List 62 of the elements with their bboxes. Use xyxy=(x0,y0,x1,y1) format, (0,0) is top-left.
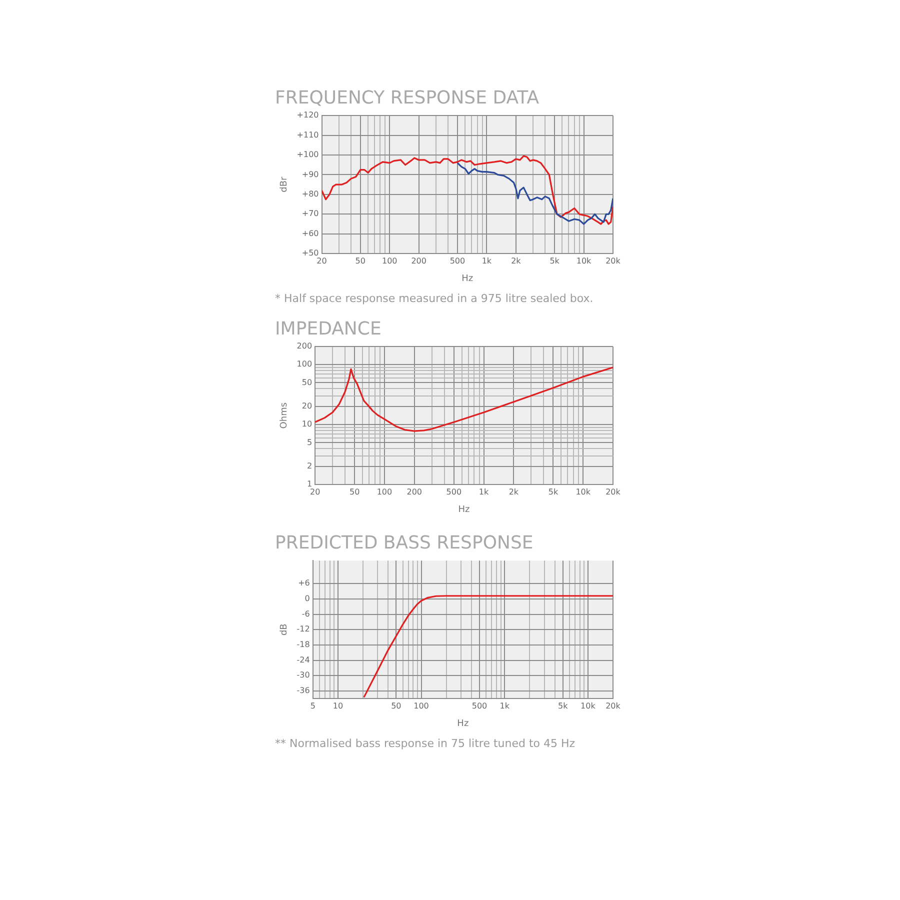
y-tick-label: -12 xyxy=(296,624,310,634)
y-tick-label: +110 xyxy=(296,130,319,140)
x-tick-label: 1k xyxy=(482,256,492,266)
x-axis-title: Hz xyxy=(458,504,470,515)
x-axis-title: Hz xyxy=(457,718,469,729)
y-tick-label: +90 xyxy=(302,170,319,179)
text: * Half space response measured in a 975 litre sealed box. xyxy=(275,292,594,305)
x-tick-label: 5k xyxy=(558,701,568,710)
y-tick-label: 10 xyxy=(302,420,312,429)
x-tick-label: 1k xyxy=(478,487,490,496)
y-tick-label: +50 xyxy=(302,248,319,258)
x-tick-label: 2k xyxy=(508,487,519,496)
x-tick-label: 200 xyxy=(411,256,426,266)
x-tick-label: 2k xyxy=(511,256,522,266)
x-tick-label: 200 xyxy=(406,487,422,496)
x-tick-label: 500 xyxy=(472,701,488,710)
x-tick-label: 1k xyxy=(500,701,510,710)
y-tick-label: +120 xyxy=(296,110,319,120)
y-axis-title: Ohms xyxy=(280,402,290,429)
y-tick-label: -24 xyxy=(296,655,310,664)
x-tick-label: 50 xyxy=(355,256,366,266)
x-tick-label: 10k xyxy=(576,256,592,266)
x-tick-label: 10k xyxy=(580,701,596,710)
x-tick-label: 20 xyxy=(316,256,327,266)
y-axis-title: dBr xyxy=(280,176,290,192)
x-tick-label: 20k xyxy=(606,256,621,266)
y-tick-label: 0 xyxy=(304,594,310,604)
y-tick-label: -6 xyxy=(302,609,310,618)
y-axis-title: dB xyxy=(280,624,290,636)
x-tick-label: 10k xyxy=(576,487,591,496)
x-tick-label: 50 xyxy=(349,487,360,496)
y-tick-label: 2 xyxy=(306,462,312,471)
x-tick-label: 100 xyxy=(376,487,392,496)
y-tick-label: 50 xyxy=(302,378,312,387)
x-axis-title: Hz xyxy=(462,274,474,284)
x-tick-label: 100 xyxy=(414,701,429,710)
chart-title: PREDICTED BASS RESPONSE xyxy=(275,532,534,554)
y-tick-label: 200 xyxy=(296,342,312,351)
x-tick-label: 100 xyxy=(382,256,398,266)
y-tick-label: -18 xyxy=(296,640,310,650)
y-tick-label: -30 xyxy=(296,670,310,680)
y-tick-label: +70 xyxy=(302,209,319,218)
x-tick-label: 5k xyxy=(548,487,558,496)
y-tick-label: 1 xyxy=(306,480,312,489)
y-tick-label: +100 xyxy=(296,150,319,160)
x-tick-label: 20k xyxy=(606,487,621,496)
chart-title: FREQUENCY RESPONSE DATA xyxy=(275,87,540,108)
y-tick-label: +60 xyxy=(302,228,319,238)
x-tick-label: 5k xyxy=(550,256,560,266)
x-tick-label: 50 xyxy=(391,701,402,710)
y-tick-label: -36 xyxy=(296,686,310,696)
chart-title: IMPEDANCE xyxy=(275,318,382,340)
x-tick-label: 500 xyxy=(446,487,462,496)
y-tick-label: 5 xyxy=(306,438,312,447)
y-tick-label: +6 xyxy=(298,578,310,588)
y-tick-label: +80 xyxy=(302,190,319,199)
y-tick-label: 20 xyxy=(302,402,312,411)
x-tick-label: 10 xyxy=(332,701,344,710)
text: ** Normalised bass response in 75 litre tuned to 45 Hz xyxy=(275,737,576,750)
y-tick-label: 100 xyxy=(296,360,312,369)
x-tick-label: 500 xyxy=(450,256,466,266)
x-tick-label: 20k xyxy=(606,701,621,710)
